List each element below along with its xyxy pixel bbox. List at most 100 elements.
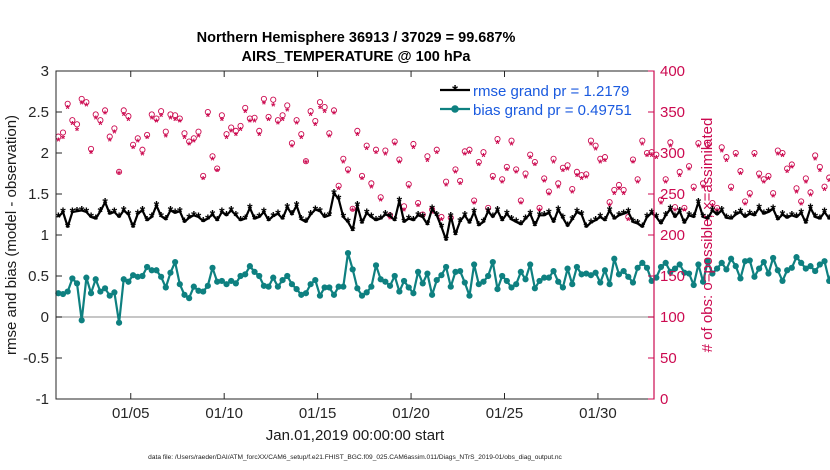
bias-point	[386, 282, 394, 289]
x-tick-label: 01/30	[579, 405, 617, 422]
obs-possible-point	[760, 176, 767, 183]
rmse-point: *	[794, 209, 800, 225]
bias-point	[756, 265, 763, 272]
obs-assimilated-point: *	[472, 199, 477, 211]
bias-point	[391, 272, 398, 280]
obs-assimilated-point: *	[397, 158, 402, 170]
rmse-point: *	[214, 212, 220, 228]
obs-possible-point	[587, 137, 594, 144]
bias-point	[284, 272, 291, 280]
obs-assimilated-point: *	[551, 158, 556, 170]
obs-assimilated-point: *	[444, 181, 449, 193]
rmse-series: * *** * * * * * *** * * * *** ** *** ** * ** * * * * * * ** * * * *…	[56, 185, 830, 248]
bias-point	[592, 269, 599, 276]
bias-point	[349, 266, 356, 273]
rmse-point: *	[364, 205, 370, 221]
bias-point	[139, 272, 146, 280]
rmse-point: *	[700, 209, 706, 225]
obs-possible-point	[629, 156, 637, 163]
y-right-tick-label: 200	[660, 227, 685, 244]
obs-possible-point	[73, 121, 81, 128]
bias-point	[447, 283, 454, 290]
rmse-point: *	[74, 203, 80, 219]
rmse-point: *	[616, 208, 622, 224]
rmse-point: *	[425, 217, 431, 233]
obs-possible-point	[774, 147, 781, 154]
obs-assimilated-point: *	[822, 185, 827, 197]
obs-possible-point	[559, 164, 566, 171]
rmse-point: *	[238, 212, 244, 228]
bias-point	[153, 267, 160, 274]
obs-assimilated-point: *	[393, 140, 398, 152]
rmse-point: *	[210, 207, 216, 223]
bias-point	[550, 267, 557, 275]
rmse-point: *	[140, 203, 146, 219]
obs-assimilated-point: *	[407, 183, 412, 195]
obs-possible-point	[424, 153, 431, 160]
bias-point	[527, 261, 534, 268]
bias-point	[699, 278, 707, 285]
y-left-tick-label: -1	[36, 391, 49, 408]
obs-possible-point	[106, 133, 113, 140]
obs-assimilated-point: *	[794, 188, 799, 200]
rmse-point: *	[798, 205, 804, 221]
bias-point	[555, 278, 562, 285]
bias-point	[340, 283, 347, 290]
bias-point	[302, 290, 310, 297]
rmse-point: *	[710, 203, 716, 219]
rmse-point: *	[102, 194, 108, 210]
bias-point	[545, 274, 552, 281]
bias-point	[737, 275, 744, 282]
obs-assimilated-point: *	[762, 178, 767, 190]
obs-assimilated-point: *	[519, 199, 524, 211]
rmse-point: *	[205, 211, 211, 227]
obs-possible-point	[779, 149, 786, 157]
rmse-line	[57, 192, 830, 241]
obs-possible-point	[751, 149, 758, 157]
rmse-point: *	[383, 207, 389, 223]
bias-point	[330, 291, 338, 298]
rmse-point: *	[420, 209, 426, 225]
bias-point	[265, 283, 272, 290]
bias-point	[606, 281, 613, 288]
obs-assimilated-point: *	[257, 130, 262, 142]
rmse-point: *	[121, 203, 127, 219]
rmse-point: *	[56, 209, 62, 225]
legend: * rmse grand pr = 1.2179 bias grand pr =…	[440, 82, 632, 119]
bias-point	[709, 270, 716, 277]
bias-point	[428, 291, 436, 298]
bias-point	[634, 264, 641, 271]
rmse-point: *	[527, 206, 533, 222]
rmse-point: *	[271, 208, 277, 224]
bias-point	[625, 273, 632, 280]
bias-point	[826, 277, 830, 285]
obs-assimilated-point: *	[682, 206, 687, 218]
obs-possible-point	[92, 111, 99, 118]
obs-assimilated-point: *	[607, 201, 612, 213]
rmse-point: *	[149, 209, 155, 225]
obs-possible-point	[344, 166, 352, 173]
obs-assimilated-point: *	[481, 152, 486, 164]
rmse-point: *	[261, 204, 267, 220]
bias-point	[466, 292, 473, 299]
rmse-point: *	[406, 211, 412, 227]
bias-point	[344, 249, 352, 257]
obs-assimilated-point: *	[61, 134, 66, 146]
obs-possible-point	[606, 199, 613, 206]
rmse-point: *	[598, 209, 604, 225]
rmse-point: *	[719, 203, 725, 219]
obs-possible-point	[176, 115, 183, 122]
rmse-point: *	[112, 204, 118, 220]
obs-assimilated-point: *	[626, 216, 631, 228]
obs-possible-point	[354, 127, 361, 134]
rmse-point: *	[462, 208, 468, 224]
obs-possible-point	[349, 205, 356, 212]
obs-possible-point	[69, 117, 76, 124]
bias-point	[569, 281, 576, 288]
obs-assimilated-point: *	[612, 189, 617, 201]
bias-point	[134, 273, 141, 280]
bias-point	[480, 278, 487, 285]
svg-text:*: *	[452, 82, 458, 99]
obs-assimilated-point: *	[706, 143, 711, 155]
y-right-tick-label: 50	[660, 350, 677, 367]
